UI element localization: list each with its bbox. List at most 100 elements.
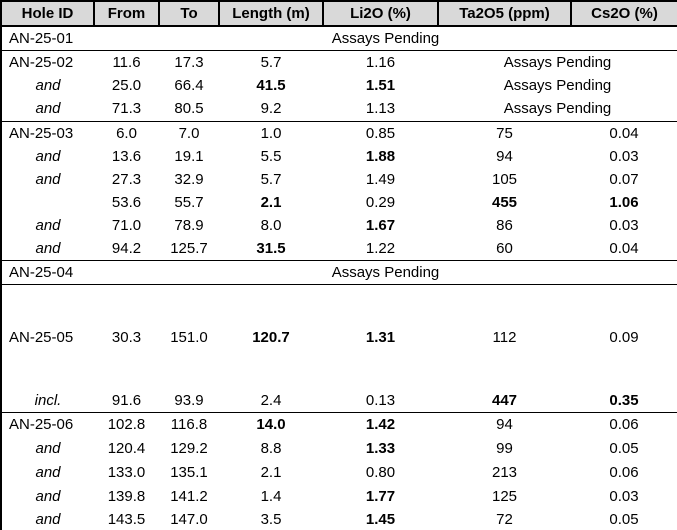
- table-row: AN-25-03 6.0 7.0 1.0 0.85 75 0.04: [1, 120, 677, 145]
- header-cell: Length (m): [218, 0, 324, 27]
- cell: 1.51: [365, 77, 396, 94]
- cell: 25.0: [111, 77, 142, 94]
- cell: 2.1: [260, 193, 282, 211]
- cell: 0.03: [609, 216, 639, 234]
- cell: 78.9: [174, 216, 204, 234]
- cell: AN-25-06: [1, 411, 94, 436]
- cell: 5.5: [260, 147, 282, 165]
- header-cell: Ta2O5 (ppm): [437, 0, 572, 27]
- cell: 125: [491, 487, 518, 505]
- cell: 1.45: [365, 511, 396, 528]
- cell: incl.: [34, 391, 62, 409]
- cell: 94: [496, 147, 513, 165]
- cell: Assays Pending: [331, 30, 440, 47]
- cell: Assays Pending: [438, 50, 677, 74]
- cell: and: [35, 77, 61, 94]
- cell: 55.7: [174, 193, 204, 211]
- cell: 60: [496, 239, 513, 257]
- cell: 116.8: [159, 411, 219, 436]
- cell: 86: [496, 216, 513, 234]
- cell: AN-25-03: [1, 120, 94, 145]
- cell: [1, 191, 94, 214]
- cell: 71.0: [111, 216, 142, 234]
- cell: Assays Pending: [503, 77, 612, 94]
- table-row: 53.6 55.7 2.1 0.29 455 1.06: [1, 191, 677, 214]
- cell: 9.2: [260, 100, 282, 118]
- cell: 8.0: [260, 216, 282, 234]
- cell: 0.07: [609, 170, 639, 188]
- cell: 93.9: [174, 391, 204, 409]
- cell: 143.5: [107, 511, 146, 528]
- cell: 80.5: [174, 100, 204, 118]
- header-cell: To: [158, 0, 220, 27]
- cell: 72: [496, 511, 513, 528]
- cell: 1.22: [365, 239, 396, 257]
- cell: 120.4: [107, 439, 146, 457]
- cell: 135.1: [170, 463, 208, 481]
- cell: 0.05: [609, 511, 639, 528]
- cell: Assays Pending: [503, 100, 612, 118]
- cell: 1.33: [365, 439, 396, 457]
- cell: 213: [491, 463, 518, 481]
- cell: 94.2: [111, 239, 142, 257]
- table-row: and 13.6 19.1 5.5 1.88 94 0.03: [1, 145, 677, 168]
- cell: 105: [491, 170, 518, 188]
- table-row: AN-25-02 11.6 17.3 5.7 1.16 Assays Pending: [1, 50, 677, 74]
- cell: AN-25-01: [9, 30, 74, 47]
- cell: 0.06: [571, 411, 677, 436]
- cell: 94: [438, 411, 571, 436]
- header-cell: Cs2O (%): [570, 0, 677, 27]
- table-row: and 25.0 66.4 41.5 1.51 Assays Pending: [1, 74, 677, 97]
- header-cell: Li2O (%): [322, 0, 439, 27]
- cell: 19.1: [174, 147, 204, 165]
- cell: 53.6: [111, 193, 142, 211]
- cell: 147.0: [170, 511, 208, 528]
- cell: 1.13: [365, 100, 396, 118]
- cell: 0.85: [323, 120, 438, 145]
- cell: 2.4: [260, 391, 282, 409]
- cell: 102.8: [94, 411, 159, 436]
- cell: 0.35: [609, 391, 639, 409]
- table-row: and 27.3 32.9 5.7 1.49 105 0.07: [1, 168, 677, 191]
- cell: 14.0: [219, 411, 323, 436]
- cell: 0.13: [365, 391, 396, 409]
- cell: 112: [492, 329, 517, 346]
- cell: 17.3: [159, 50, 219, 74]
- cell: 11.6: [94, 50, 159, 74]
- header-row: Hole ID From To Length (m) Li2O (%) Ta2O5 (pp…: [0, 0, 677, 27]
- cell: 1.4: [260, 487, 282, 505]
- header-cell: From: [93, 0, 160, 27]
- cell: 1.31: [365, 329, 396, 346]
- cell: 141.2: [170, 487, 208, 505]
- spacer-row: [1, 284, 677, 326]
- table-row: and 139.8 141.2 1.4 1.77 125 0.03: [1, 484, 677, 508]
- cell: 1.49: [365, 170, 396, 188]
- cell: 1.88: [365, 147, 396, 165]
- cell: and: [35, 439, 61, 457]
- cell: 139.8: [107, 487, 146, 505]
- spacer-row: [1, 350, 677, 389]
- cell: 0.29: [365, 193, 396, 211]
- cell: 71.3: [111, 100, 142, 118]
- cell: and: [35, 147, 61, 165]
- cell: and: [35, 216, 61, 234]
- spacer-cell: [1, 284, 677, 326]
- cell: 7.0: [159, 120, 219, 145]
- cell: 0.03: [609, 487, 639, 505]
- cell: AN-25-05: [9, 329, 74, 346]
- cell: 447: [491, 391, 518, 409]
- cell: 1.42: [323, 411, 438, 436]
- cell: 27.3: [111, 170, 142, 188]
- cell: AN-25-02: [1, 50, 94, 74]
- cell: Assays Pending: [94, 260, 677, 285]
- cell: 0.80: [365, 463, 396, 481]
- cell: 6.0: [94, 120, 159, 145]
- cell: 0.05: [609, 439, 639, 457]
- cell: 0.04: [571, 120, 677, 145]
- cell: 1.06: [609, 193, 639, 211]
- cell: 133.0: [107, 463, 146, 481]
- cell: 75: [438, 120, 571, 145]
- cell: 120.7: [252, 329, 290, 346]
